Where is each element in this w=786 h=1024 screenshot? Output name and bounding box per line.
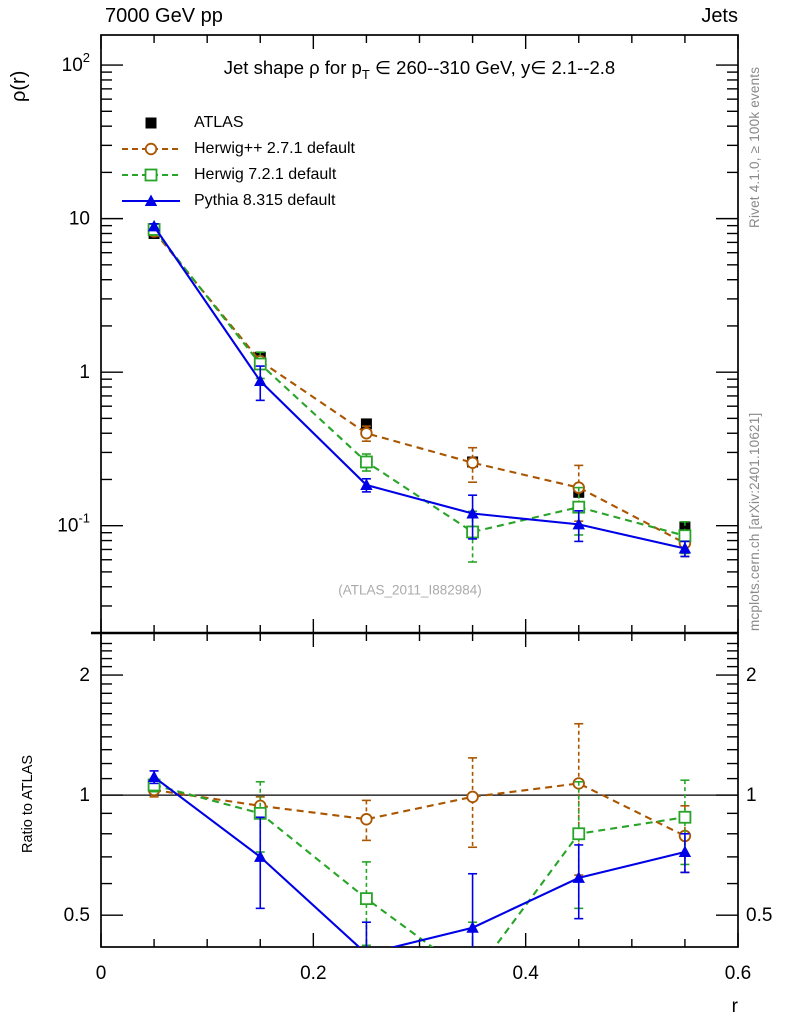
data-point [144, 168, 158, 182]
data-point [147, 770, 161, 783]
plot-title-post: ∈ 260--310 GeV, y∈ 2.1--2.8 [369, 57, 616, 78]
plot-title-pre: Jet shape ρ for p [223, 57, 362, 78]
legend-item-herwigpp: Herwig++ 2.7.1 default [120, 136, 355, 162]
plot-title-subscript: T [361, 67, 370, 82]
data-point [678, 529, 692, 543]
data-point [360, 427, 373, 440]
legend: ATLAS Herwig++ 2.7.1 default Herwig 7.2.1 … [120, 110, 355, 214]
data-point [679, 521, 691, 533]
analysis-id-watermark: (ATLAS_2011_I882984) [338, 582, 482, 598]
panel-borders [91, 34, 739, 948]
series-main-pythia [147, 219, 692, 558]
series-main-herwig7 [147, 223, 692, 563]
data-point [466, 790, 479, 804]
data-point [147, 219, 161, 232]
tick-label: 1 [79, 785, 90, 806]
tick-label: 1 [746, 785, 757, 806]
data-point [678, 542, 692, 554]
herwig7-marker-icon [122, 168, 180, 182]
legend-label: ATLAS [194, 114, 244, 131]
tick-label: 10 [69, 209, 90, 230]
plot-title: Jet shape ρ for pT ∈ 260--310 GeV, y∈ 2.… [101, 57, 738, 82]
series-main-herwigpp [147, 225, 692, 558]
tick-label: 2 [746, 665, 757, 686]
data-point [360, 813, 373, 826]
tick-label: 1 [79, 362, 90, 383]
data-point [144, 194, 158, 206]
series-ratio-herwig7 [147, 777, 692, 982]
legend-item-herwig7: Herwig 7.2.1 default [120, 162, 355, 188]
tick-label: 0.5 [64, 905, 90, 926]
data-point [572, 517, 585, 530]
pythia-marker-icon [122, 194, 180, 206]
tick-labels: 102 10 1 10-1 2 2 1 1 0.5 0.5 0 0.2 0.4 0.6 [57, 50, 772, 984]
legend-item-pythia: Pythia 8.315 default [120, 188, 355, 214]
legend-label: Herwig++ 2.7.1 default [194, 140, 355, 157]
data-point [360, 418, 372, 430]
analysis-type-label: Jets [701, 5, 738, 27]
tick-label: 0.6 [725, 963, 751, 984]
data-point [145, 117, 157, 129]
legend-label: Herwig 7.2.1 default [194, 166, 337, 183]
legend-label: Pythia 8.315 default [194, 192, 336, 209]
tick-label: 102 [62, 50, 90, 76]
data-point [466, 456, 479, 469]
data-point [466, 507, 479, 519]
series-ratio-herwigpp [147, 722, 692, 876]
x-axis-label: r [731, 996, 738, 1017]
series-ratio-pythia [147, 770, 692, 959]
tick-label: 10-1 [57, 511, 90, 537]
atlas-marker-icon [145, 117, 157, 129]
beam-label: 7000 GeV pp [105, 5, 223, 27]
tick-label: 2 [79, 665, 90, 686]
herwigpp-marker-icon [122, 142, 180, 156]
data-point [360, 947, 372, 959]
data-point [466, 921, 479, 933]
legend-item-atlas: ATLAS [120, 110, 355, 136]
data-point [467, 971, 478, 982]
series-main-atlas [148, 227, 691, 533]
data-point [678, 845, 692, 858]
data-point [678, 810, 692, 824]
tick-label: 0.2 [300, 963, 326, 984]
data-point [360, 455, 373, 469]
data-point [254, 850, 267, 862]
tick-label: 0 [96, 963, 107, 984]
tick-label: 0.5 [746, 905, 772, 926]
data-point [572, 871, 585, 883]
data-point [254, 374, 267, 387]
data-point [360, 478, 373, 491]
tick-label: 0.4 [512, 963, 539, 984]
data-point [360, 892, 373, 906]
data-point [572, 827, 586, 841]
data-point [144, 142, 158, 156]
